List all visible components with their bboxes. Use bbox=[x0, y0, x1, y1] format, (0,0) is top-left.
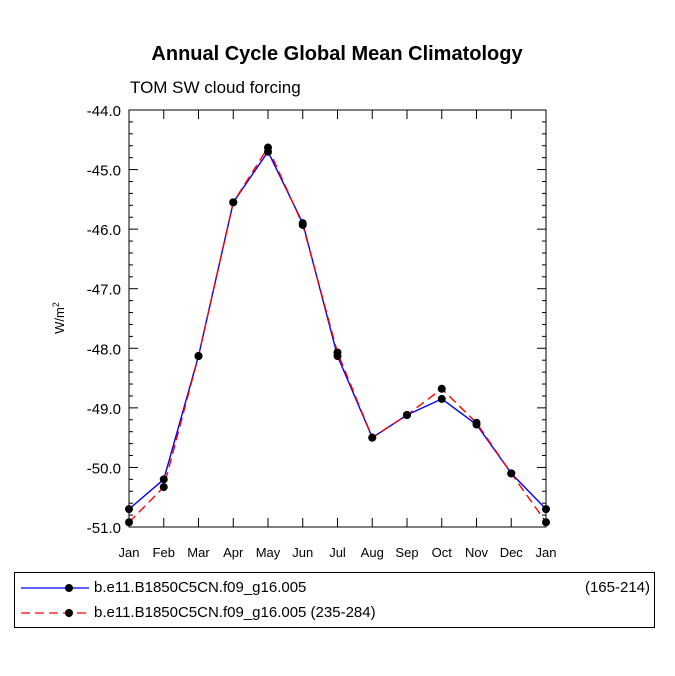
legend-label-series-2: b.e11.B1850C5CN.f09_g16.005 (235-284) bbox=[94, 604, 376, 621]
x-tick-label: Jun bbox=[292, 545, 313, 560]
x-tick-label: May bbox=[256, 545, 281, 560]
y-tick-label: -51.0 bbox=[87, 520, 121, 537]
x-tick-label: Aug bbox=[361, 545, 384, 560]
x-tick-label: Jan bbox=[119, 545, 140, 560]
x-tick-label: Oct bbox=[432, 545, 453, 560]
series-2-point bbox=[264, 143, 272, 152]
series-1-point bbox=[542, 505, 550, 514]
series-2-point bbox=[194, 352, 203, 361]
y-axis-label-text: W/m bbox=[52, 307, 67, 334]
y-tick-label: -45.0 bbox=[87, 163, 121, 180]
series-2-point bbox=[125, 518, 133, 527]
series-1-point bbox=[125, 505, 133, 514]
y-tick-label: -48.0 bbox=[87, 341, 121, 358]
series-2-point bbox=[333, 348, 342, 357]
x-tick-label: Dec bbox=[500, 545, 524, 560]
series-2-point bbox=[542, 518, 550, 527]
y-tick-labels: -51.0 -50.0 -49.0 -48.0 -47.0 -46.0 -45.0 -44.0 bbox=[87, 103, 121, 537]
chart-title: Annual Cycle Global Mean Climatology bbox=[151, 43, 523, 65]
x-tick-label: Mar bbox=[187, 545, 210, 560]
y-tick-label: -46.0 bbox=[87, 222, 121, 239]
series-2-point bbox=[472, 418, 481, 427]
series-line-2 bbox=[128, 146, 547, 523]
series-2-point bbox=[159, 483, 168, 492]
legend-marker bbox=[65, 609, 73, 617]
legend-marker bbox=[65, 584, 73, 592]
series-layer bbox=[125, 143, 550, 527]
x-tick-label: Jan bbox=[536, 545, 557, 560]
series-2-point bbox=[437, 384, 446, 393]
chart-subtitle: TOM SW cloud forcing bbox=[130, 78, 301, 97]
series-2-point bbox=[368, 433, 377, 442]
series-line-1 bbox=[128, 150, 547, 510]
y-axis-label-superscript: 2 bbox=[51, 302, 61, 307]
legend-sample-series-1 bbox=[21, 584, 89, 592]
plot-frame bbox=[128, 109, 547, 528]
axis-ticks bbox=[128, 109, 547, 528]
legend-range-series-1: (165-214) bbox=[584, 579, 650, 596]
y-axis-label: W/m2 bbox=[51, 302, 67, 334]
series-1-point bbox=[159, 475, 168, 484]
legend-sample-series-2 bbox=[21, 609, 89, 617]
x-tick-label: Jul bbox=[329, 545, 346, 560]
series-2-point bbox=[403, 411, 411, 420]
y-tick-label: -49.0 bbox=[87, 401, 121, 418]
legend-label-series-1: b.e11.B1850C5CN.f09_g16.005 bbox=[94, 579, 307, 596]
legend-entry-series-1: b.e11.B1850C5CN.f09_g16.005 (165-214) bbox=[15, 577, 654, 599]
legend: b.e11.B1850C5CN.f09_g16.005 (165-214) b.… bbox=[14, 572, 655, 628]
series-2-point bbox=[298, 220, 307, 229]
x-tick-label: Nov bbox=[465, 545, 489, 560]
series-2-point bbox=[507, 469, 516, 478]
y-tick-label: -50.0 bbox=[87, 460, 121, 477]
x-tick-label: Sep bbox=[395, 545, 418, 560]
legend-entry-series-2: b.e11.B1850C5CN.f09_g16.005 (235-284) bbox=[15, 602, 654, 624]
x-tick-label: Apr bbox=[223, 545, 244, 560]
series-1-point bbox=[437, 394, 446, 403]
series-2-point bbox=[229, 198, 238, 207]
y-tick-label: -47.0 bbox=[87, 282, 121, 299]
x-tick-label: Feb bbox=[153, 545, 175, 560]
y-tick-label: -44.0 bbox=[87, 103, 121, 120]
x-tick-labels: Jan Feb Mar Apr May Jun Jul Aug Sep Oct Nov Dec Jan bbox=[119, 545, 557, 560]
